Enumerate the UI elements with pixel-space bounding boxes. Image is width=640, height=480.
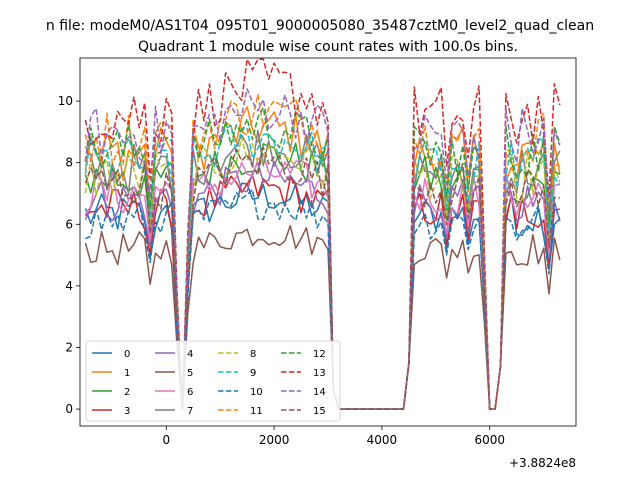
legend-label-3: 3 [124,406,130,417]
y-tick-label: 8 [65,156,73,170]
legend-label-12: 12 [313,349,326,360]
series-line-15 [84,146,560,410]
legend-label-8: 8 [250,349,256,360]
x-offset-label: +3.8824e8 [509,456,576,470]
series-lines [84,58,561,410]
legend-box [85,340,341,422]
y-axis: 0 2 4 6 8 10 [58,94,80,416]
y-tick-label: 2 [65,340,73,354]
series-line-14 [84,88,561,410]
x-tick-label: 6000 [474,433,505,447]
series-line-13 [84,58,561,410]
x-tick-label: 2000 [259,433,290,447]
y-tick-label: 6 [65,217,73,231]
series-line-12 [84,107,561,410]
legend-label-0: 0 [124,349,130,360]
series-line-5 [84,225,561,410]
legend-label-10: 10 [250,387,263,398]
legend-label-2: 2 [124,387,130,398]
plot-frame [79,57,577,427]
series-line-10 [85,188,561,410]
legend-label-1: 1 [124,368,130,379]
y-tick-label: 4 [65,279,73,293]
chart-suptitle: n file: modeM0/AS1T04_095T01_9000005080_… [46,18,594,34]
legend-label-14: 14 [313,387,326,398]
y-tick-label: 10 [58,94,73,108]
chart-title: Quadrant 1 module wise count rates with … [138,39,518,55]
legend-label-6: 6 [187,387,193,398]
x-axis: 0 2000 4000 6000 [162,426,505,447]
legend-label-15: 15 [313,406,326,417]
legend-label-13: 13 [313,368,326,379]
legend-label-5: 5 [187,368,193,379]
legend-label-4: 4 [187,349,193,360]
series-line-11 [84,93,561,410]
legend-label-7: 7 [187,406,193,417]
legend-label-11: 11 [250,406,263,417]
plot-area [79,57,577,427]
x-tick-label: 0 [162,433,170,447]
x-tick-label: 4000 [367,433,398,447]
y-tick-label: 0 [65,402,73,416]
legend-label-9: 9 [250,368,256,379]
